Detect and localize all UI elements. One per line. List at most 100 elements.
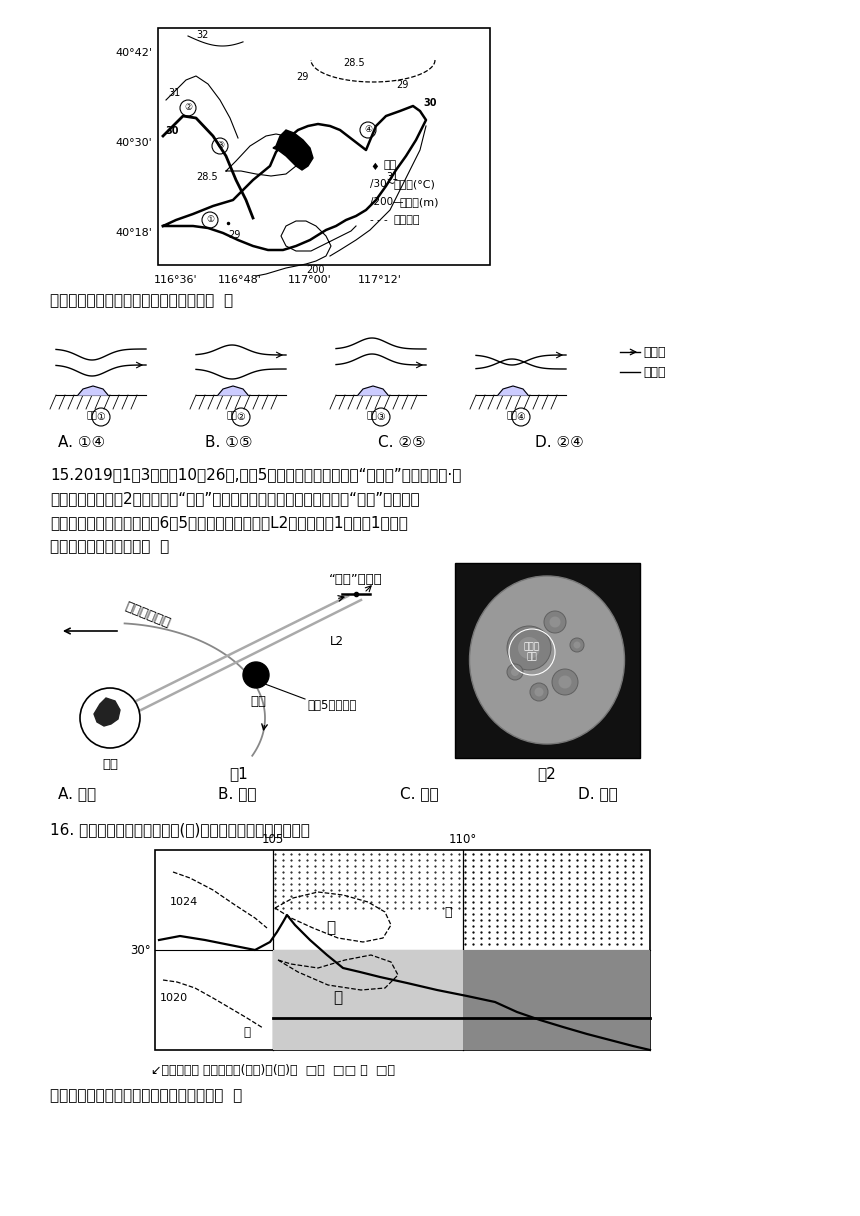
Text: 29: 29 xyxy=(396,80,408,90)
Circle shape xyxy=(243,662,269,688)
Text: 甲: 甲 xyxy=(327,921,335,935)
Text: 等温线: 等温线 xyxy=(643,366,666,378)
Text: 图1: 图1 xyxy=(230,766,249,781)
Circle shape xyxy=(558,676,572,688)
Text: C. 三级: C. 三级 xyxy=(400,786,439,801)
Text: 门撞击坑着陆（图2），并通过“鵲桥”中继卫星和地球建立了通信联系。“鵲桥”中继卫星: 门撞击坑着陆（图2），并通过“鵲桥”中继卫星和地球建立了通信联系。“鵲桥”中继卫… xyxy=(50,491,420,506)
Text: 29: 29 xyxy=(228,230,241,240)
Text: 40°30': 40°30' xyxy=(115,137,152,148)
Text: 31: 31 xyxy=(168,88,181,98)
Text: ④: ④ xyxy=(517,412,525,422)
Text: ②: ② xyxy=(184,103,192,113)
Circle shape xyxy=(80,688,140,748)
Circle shape xyxy=(570,638,584,652)
Text: 等压线: 等压线 xyxy=(643,345,666,359)
Text: ①: ① xyxy=(96,412,106,422)
Text: B. ①⑤: B. ①⑤ xyxy=(205,435,253,450)
Text: 30: 30 xyxy=(423,98,437,108)
Bar xyxy=(463,950,650,1049)
Text: /30~: /30~ xyxy=(370,179,396,188)
Circle shape xyxy=(530,683,548,700)
Circle shape xyxy=(544,610,566,634)
Text: 水库: 水库 xyxy=(227,411,237,420)
Text: 117°12': 117°12' xyxy=(358,275,402,285)
Text: 40°42': 40°42' xyxy=(115,47,152,58)
Bar xyxy=(455,563,640,758)
Bar xyxy=(273,950,463,1049)
Text: “鵲桥”中继星: “鵲桥”中继星 xyxy=(329,573,383,586)
Polygon shape xyxy=(358,385,388,395)
Bar xyxy=(155,850,650,1049)
Text: 1024: 1024 xyxy=(170,897,199,907)
Text: 116°36': 116°36' xyxy=(154,275,198,285)
Circle shape xyxy=(552,669,578,696)
Text: D. 四级: D. 四级 xyxy=(578,786,617,801)
Ellipse shape xyxy=(470,576,624,744)
Circle shape xyxy=(574,642,580,648)
Text: 116°48': 116°48' xyxy=(218,275,262,285)
Text: ③: ③ xyxy=(377,412,385,422)
Text: 水库: 水库 xyxy=(507,411,518,420)
Text: 40°18': 40°18' xyxy=(115,229,152,238)
Text: A. 一级: A. 一级 xyxy=(58,786,96,801)
Text: 29: 29 xyxy=(296,72,309,81)
Circle shape xyxy=(518,637,540,659)
Text: D. ②④: D. ②④ xyxy=(535,435,584,450)
Text: B. 两极: B. 两极 xyxy=(218,786,256,801)
Text: 15.2019年1月3日上午10炰26分,幦娤5四号探测器在月球背面“艾特肯”盆地中的冯·卡: 15.2019年1月3日上午10炰26分,幦娤5四号探测器在月球背面“艾特肯”盆… xyxy=(50,467,461,482)
Text: ♦: ♦ xyxy=(370,162,378,171)
Text: ↙雨雪分界线 、、等压线(百帕)雨(雪)量  □小  □□ 中  □大: ↙雨雪分界线 、、等压线(百帕)雨(雪)量 □小 □□ 中 □大 xyxy=(151,1064,395,1077)
Text: 此时水库附近等压面与等温面的分布是（  ）: 此时水库附近等压面与等温面的分布是（ ） xyxy=(50,293,233,308)
Circle shape xyxy=(511,668,519,676)
Text: A. ①④: A. ①④ xyxy=(58,435,105,450)
Text: C. ②⑤: C. ②⑤ xyxy=(378,435,426,450)
Text: 水库: 水库 xyxy=(87,411,97,420)
Text: 水库: 水库 xyxy=(366,411,378,420)
Text: 天体系统级别的数量为（  ）: 天体系统级别的数量为（ ） xyxy=(50,539,169,554)
Polygon shape xyxy=(78,385,108,395)
Text: 105: 105 xyxy=(262,833,284,846)
Circle shape xyxy=(535,687,544,697)
Text: 定位于地月延长线上距月玃6．5万千米处的拉格朗日L2点附近（图1）。图1中体现: 定位于地月延长线上距月玃6．5万千米处的拉格朗日L2点附近（图1）。图1中体现 xyxy=(50,516,408,530)
Circle shape xyxy=(507,626,551,670)
Text: L2: L2 xyxy=(330,635,344,648)
Text: 30: 30 xyxy=(165,126,179,136)
Text: ③: ③ xyxy=(216,141,224,151)
Text: 32: 32 xyxy=(196,30,208,40)
Text: 乙: 乙 xyxy=(334,991,342,1006)
Text: 月球: 月球 xyxy=(250,696,266,708)
Text: 117°00': 117°00' xyxy=(288,275,332,285)
Text: 110°: 110° xyxy=(449,833,477,846)
Text: 28.5: 28.5 xyxy=(343,58,365,68)
Text: 30°: 30° xyxy=(131,944,151,957)
Text: ④: ④ xyxy=(364,125,372,135)
Bar xyxy=(158,28,490,265)
Circle shape xyxy=(550,617,561,627)
Polygon shape xyxy=(498,385,528,395)
Text: 艾特肯
盆地: 艾特肯 盆地 xyxy=(524,642,540,662)
Text: 下列对甲、乙两地天气的叙述，正确的有（  ）: 下列对甲、乙两地天气的叙述，正确的有（ ） xyxy=(50,1088,243,1103)
Text: 等高线(m): 等高线(m) xyxy=(400,197,439,207)
Text: 区域界线: 区域界线 xyxy=(394,215,421,225)
Polygon shape xyxy=(218,385,248,395)
Polygon shape xyxy=(94,698,120,726)
Text: 水库: 水库 xyxy=(384,161,397,170)
Text: ②: ② xyxy=(237,412,245,422)
Text: 图2: 图2 xyxy=(538,766,556,781)
Text: 月球运行轨道: 月球运行轨道 xyxy=(123,599,172,630)
Polygon shape xyxy=(273,130,313,170)
Text: /200—: /200— xyxy=(370,197,403,207)
Circle shape xyxy=(507,664,523,680)
Text: 长: 长 xyxy=(243,1025,250,1038)
Text: 31: 31 xyxy=(386,171,398,182)
Text: 幦娤5号着陆处: 幦娤5号着陆处 xyxy=(307,699,356,713)
Text: 200: 200 xyxy=(306,265,324,275)
Text: ①: ① xyxy=(206,215,214,225)
Text: 16. 下图为我国某地局部降雨(雪)分布图。读下图完成问题。: 16. 下图为我国某地局部降雨(雪)分布图。读下图完成问题。 xyxy=(50,822,310,837)
Text: - - -: - - - xyxy=(370,215,388,225)
Text: 1020: 1020 xyxy=(160,993,188,1003)
Text: 江: 江 xyxy=(445,906,452,918)
Text: 地球: 地球 xyxy=(102,758,118,771)
Text: 等温线(°C): 等温线(°C) xyxy=(394,179,436,188)
Text: 28.5: 28.5 xyxy=(196,171,218,182)
